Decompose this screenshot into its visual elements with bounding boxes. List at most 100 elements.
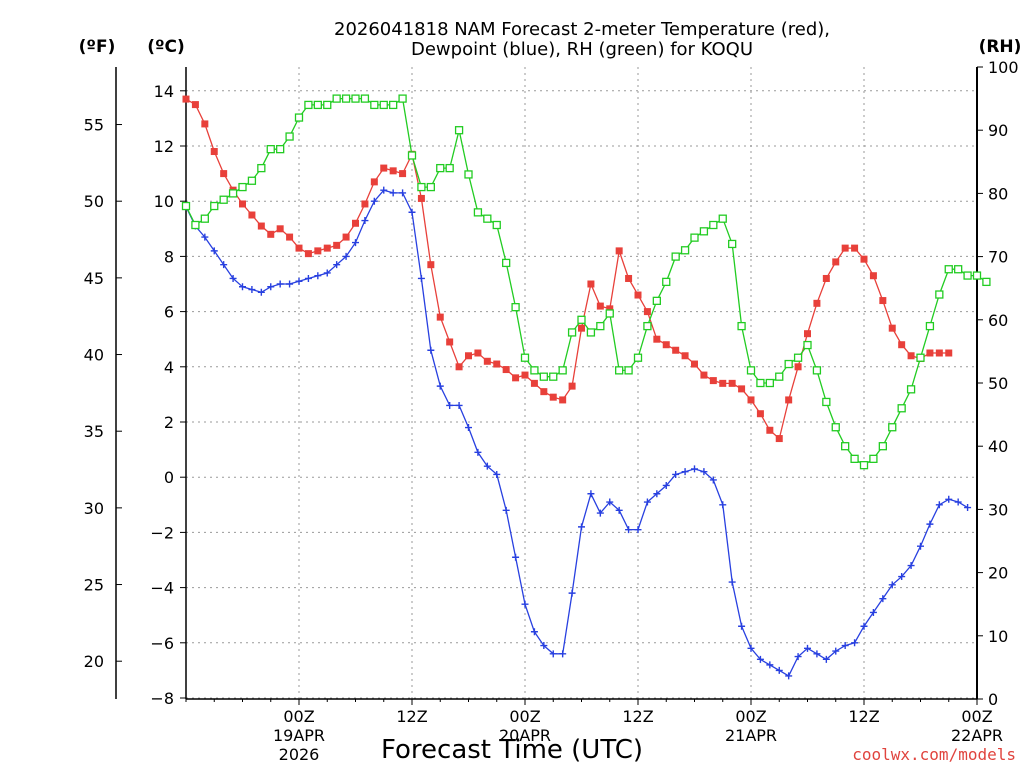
data-point-rh xyxy=(699,227,709,236)
data-point-rh xyxy=(210,201,219,211)
data-point-temperature xyxy=(709,377,717,385)
data-point-dewpoint xyxy=(446,401,454,409)
series-dewpoint xyxy=(182,186,972,680)
tick-sublabel-x: 22APR xyxy=(951,726,1003,745)
data-point-rh xyxy=(558,366,567,375)
tick-label-rh: 70 xyxy=(988,248,1008,267)
data-point-dewpoint xyxy=(691,465,698,473)
series-temperature xyxy=(182,95,953,443)
data-point-rh xyxy=(633,353,643,362)
data-point-dewpoint xyxy=(502,506,510,514)
data-point-rh xyxy=(502,258,511,268)
data-point-rh xyxy=(897,404,906,413)
data-point-rh xyxy=(294,113,304,122)
data-point-temperature xyxy=(191,101,199,109)
tick-label-c: 2 xyxy=(164,413,174,432)
tick-label-rh: 60 xyxy=(988,311,1008,330)
data-point-temperature xyxy=(747,396,755,404)
data-point-rh xyxy=(276,145,285,154)
data-point-dewpoint xyxy=(286,280,294,288)
data-point-temperature xyxy=(898,341,906,349)
data-point-temperature xyxy=(907,352,915,360)
data-point-dewpoint xyxy=(643,498,651,506)
tick-label-c: 0 xyxy=(164,468,174,487)
data-point-rh xyxy=(756,378,765,388)
data-point-dewpoint xyxy=(851,639,859,647)
data-point-dewpoint xyxy=(719,501,727,509)
data-point-dewpoint xyxy=(879,595,887,603)
data-point-dewpoint xyxy=(465,424,472,432)
tick-label-c: −4 xyxy=(150,579,174,598)
data-point-rh xyxy=(878,442,887,451)
data-point-dewpoint xyxy=(662,481,670,489)
data-point-temperature xyxy=(794,363,802,371)
data-point-temperature xyxy=(691,360,698,368)
data-point-temperature xyxy=(766,426,774,434)
tick-sublabel-x: 19APR xyxy=(273,726,325,745)
data-point-temperature xyxy=(822,274,830,282)
data-point-rh xyxy=(228,189,238,198)
data-point-dewpoint xyxy=(559,650,567,658)
tick-label-c: 8 xyxy=(164,247,174,266)
data-point-rh xyxy=(389,100,398,110)
data-point-rh xyxy=(718,214,727,223)
data-point-dewpoint xyxy=(201,233,209,241)
data-point-temperature xyxy=(634,291,642,299)
tick-label-x: 00Z xyxy=(509,707,540,726)
data-point-temperature xyxy=(625,274,633,282)
data-point-temperature xyxy=(804,330,811,338)
data-point-temperature xyxy=(578,324,585,332)
right-unit-rh: (RH) xyxy=(979,37,1022,57)
tick-label-f: 20 xyxy=(84,652,104,671)
data-point-rh xyxy=(982,277,991,287)
data-point-dewpoint xyxy=(568,589,576,597)
data-point-rh xyxy=(530,366,539,375)
data-point-dewpoint xyxy=(898,573,906,581)
data-point-dewpoint xyxy=(210,247,218,255)
chart-title-line2: Dewpoint (blue), RH (green) for KOQU xyxy=(411,39,753,60)
data-point-temperature xyxy=(436,313,444,321)
grid xyxy=(186,67,978,699)
data-point-rh xyxy=(323,100,332,110)
data-point-temperature xyxy=(257,222,265,230)
data-point-rh xyxy=(191,220,200,230)
data-point-rh xyxy=(520,353,530,362)
data-point-rh xyxy=(888,423,897,432)
data-point-temperature xyxy=(756,410,764,418)
data-point-dewpoint xyxy=(295,277,303,285)
data-point-temperature xyxy=(832,258,840,266)
data-point-dewpoint xyxy=(681,468,689,476)
data-point-dewpoint xyxy=(926,520,934,528)
data-point-temperature xyxy=(361,200,369,208)
data-point-dewpoint xyxy=(888,581,896,589)
data-point-rh xyxy=(341,94,351,103)
data-point-rh xyxy=(454,126,464,135)
data-point-temperature xyxy=(559,396,567,404)
data-point-dewpoint xyxy=(907,562,915,570)
data-point-temperature xyxy=(380,164,388,172)
data-point-rh xyxy=(567,328,577,337)
data-point-rh xyxy=(370,100,379,110)
data-point-rh xyxy=(200,214,209,223)
data-point-dewpoint xyxy=(276,280,284,288)
data-point-rh xyxy=(596,321,605,331)
data-point-rh xyxy=(407,151,417,160)
tick-label-f: 50 xyxy=(84,192,104,211)
data-point-rh xyxy=(586,328,596,337)
data-point-rh xyxy=(963,271,972,280)
data-point-temperature xyxy=(399,170,407,178)
data-point-dewpoint xyxy=(333,261,341,269)
data-point-dewpoint xyxy=(738,622,746,630)
data-point-dewpoint xyxy=(700,468,708,476)
data-point-temperature xyxy=(333,241,341,249)
data-point-rh xyxy=(285,132,294,141)
data-point-dewpoint xyxy=(248,286,256,294)
tick-label-rh: 50 xyxy=(988,374,1008,393)
data-point-dewpoint xyxy=(408,208,416,216)
data-point-dewpoint xyxy=(587,490,595,498)
data-point-temperature xyxy=(323,244,331,252)
data-point-rh xyxy=(671,252,680,261)
tick-sublabel2-x: 2026 xyxy=(279,745,320,764)
data-point-rh xyxy=(944,265,953,274)
